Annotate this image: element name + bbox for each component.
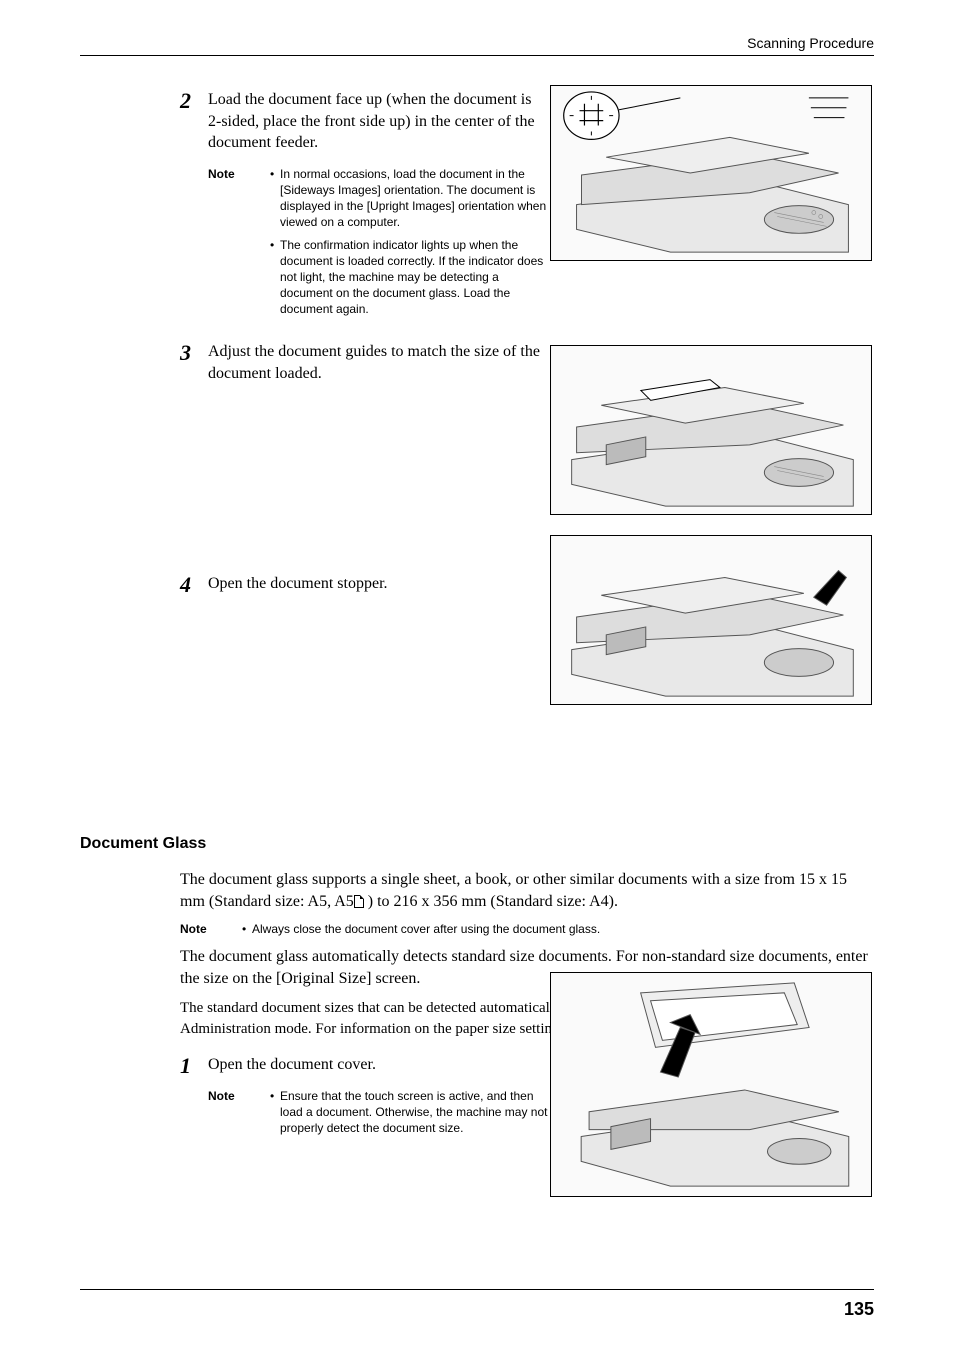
header-rule	[80, 55, 874, 56]
step-3-text: Adjust the document guides to match the …	[208, 341, 548, 384]
glass-step-1-text: Open the document cover.	[208, 1054, 548, 1076]
glass-para-1: The document glass supports a single she…	[180, 869, 874, 914]
document-glass-heading: Document Glass	[80, 835, 874, 853]
glass-note-1-text: Always close the document cover after us…	[252, 922, 600, 936]
note-label: Note	[180, 922, 242, 936]
step-3-num: 3	[180, 341, 208, 384]
glass-note-1: Note •Always close the document cover af…	[180, 922, 874, 936]
page-number: 135	[844, 1299, 874, 1320]
step-4-text: Open the document stopper.	[208, 573, 548, 595]
step-2-note-1: In normal occasions, load the document i…	[280, 166, 548, 231]
note-label: Note	[208, 1088, 270, 1143]
figure-adjust-guides	[550, 345, 872, 515]
step-2-note-2: The confirmation indicator lights up whe…	[280, 237, 548, 318]
header-section: Scanning Procedure	[747, 35, 874, 51]
step-2-note: Note •In normal occasions, load the docu…	[208, 166, 548, 324]
step-4-num: 4	[180, 573, 208, 597]
step-2-num: 2	[180, 89, 208, 323]
step-2-text: Load the document face up (when the docu…	[208, 89, 548, 154]
glass-step-1-note: Note •Ensure that the touch screen is ac…	[208, 1088, 548, 1143]
note-label: Note	[208, 166, 270, 324]
figure-confirmation-indicator	[550, 85, 872, 261]
footer-rule	[80, 1289, 874, 1290]
glass-step-1-num: 1	[180, 1054, 208, 1142]
figure-open-cover	[550, 972, 872, 1197]
portrait-orientation-icon	[354, 895, 364, 908]
glass-step-1-note-text: Ensure that the touch screen is active, …	[280, 1088, 548, 1137]
figure-open-stopper	[550, 535, 872, 705]
